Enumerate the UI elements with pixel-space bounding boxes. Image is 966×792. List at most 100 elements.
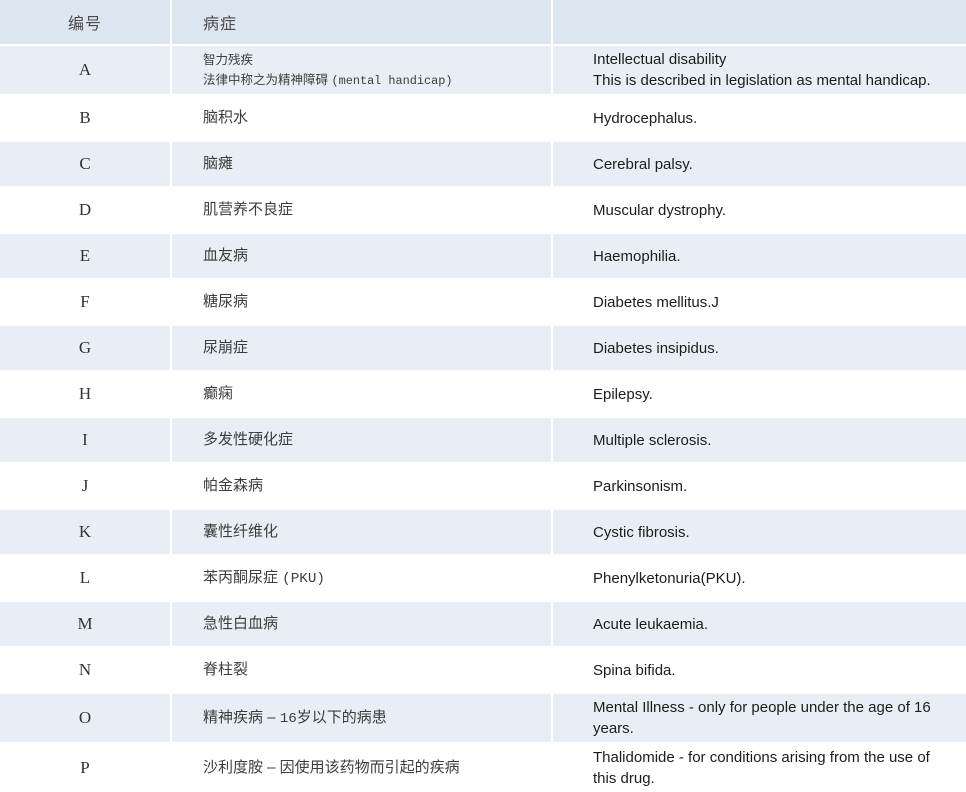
row-description-en-cell: Thalidomide - for conditions arising fro… (553, 744, 966, 792)
row-code: F (80, 292, 90, 311)
row-code: I (82, 430, 88, 449)
row-description-en-cell: Spina bifida. (553, 648, 966, 692)
row-condition-zh-cell: 肌营养不良症 (172, 188, 551, 232)
row-code: E (79, 246, 91, 265)
condition-zh-line: 癫痫 (203, 385, 234, 402)
row-description-en-cell: Acute leukaemia. (553, 602, 966, 646)
row-condition-zh-cell: 沙利度胺 – 因使用该药物而引起的疾病 (172, 744, 551, 792)
row-code: L (79, 568, 91, 587)
description-en-line: Parkinsonism. (593, 477, 688, 495)
description-en-line: Hydrocephalus. (593, 109, 698, 127)
header-cell-code: 编号 (0, 0, 170, 44)
row-code: C (79, 154, 91, 173)
header-cell-condition: 病症 (172, 0, 551, 44)
table-row: G 尿崩症 Diabetes insipidus. (0, 326, 966, 370)
condition-zh-line: 沙利度胺 – 因使用该药物而引起的疾病 (203, 759, 460, 776)
condition-zh-line: 囊性纤维化 (203, 523, 279, 540)
row-condition-zh-cell: 多发性硬化症 (172, 418, 551, 462)
row-code-cell: M (0, 602, 170, 646)
table-row: P 沙利度胺 – 因使用该药物而引起的疾病 Thalidomide - for … (0, 744, 966, 792)
description-en-line: Cerebral palsy. (593, 155, 693, 173)
row-description-en-cell: Intellectual disability This is described… (553, 46, 966, 94)
row-code: K (78, 522, 92, 541)
condition-zh-line: 帕金森病 (203, 477, 264, 494)
row-code-cell: O (0, 694, 170, 742)
row-code-cell: I (0, 418, 170, 462)
row-description-en-cell: Mental Illness - only for people under t… (553, 694, 966, 742)
description-en-line: Spina bifida. (593, 661, 676, 679)
table-row: E 血友病 Haemophilia. (0, 234, 966, 278)
row-description-en-cell: Haemophilia. (553, 234, 966, 278)
condition-zh-line: 尿崩症 (203, 339, 249, 356)
row-condition-zh-cell: 脑瘫 (172, 142, 551, 186)
row-code-cell: B (0, 96, 170, 140)
description-en-line: Intellectual disability (593, 51, 727, 68)
row-condition-zh-cell: 急性白血病 (172, 602, 551, 646)
row-code-cell: H (0, 372, 170, 416)
table-body: A 智力残疾法律中称之为精神障碍 (mental handicap) Intel… (0, 46, 966, 792)
row-description-en-cell: Phenylketonuria(PKU). (553, 556, 966, 600)
row-code-cell: A (0, 46, 170, 94)
description-en-line: Cystic fibrosis. (593, 523, 690, 541)
description-en-line: Epilepsy. (593, 385, 653, 403)
condition-zh-line: 智力残疾 (203, 52, 254, 67)
row-code-cell: L (0, 556, 170, 600)
row-code-cell: K (0, 510, 170, 554)
table-row: O 精神疾病 – 16岁以下的病患 Mental Illness - only … (0, 694, 966, 742)
table-row: B 脑积水 Hydrocephalus. (0, 96, 966, 140)
row-code: M (77, 614, 93, 633)
row-code: D (78, 200, 92, 219)
row-description-en-cell: Multiple sclerosis. (553, 418, 966, 462)
table-row: H 癫痫 Epilepsy. (0, 372, 966, 416)
row-condition-zh-cell: 血友病 (172, 234, 551, 278)
row-code-cell: J (0, 464, 170, 508)
row-code-cell: F (0, 280, 170, 324)
row-condition-zh-cell: 智力残疾法律中称之为精神障碍 (mental handicap) (172, 46, 551, 94)
table-row: F 糖尿病 Diabetes mellitus.J (0, 280, 966, 324)
row-code: B (79, 108, 91, 127)
row-condition-zh-cell: 糖尿病 (172, 280, 551, 324)
table-row: K 囊性纤维化 Cystic fibrosis. (0, 510, 966, 554)
condition-zh-line: 苯丙酮尿症 (PKU) (203, 568, 325, 587)
row-condition-zh-cell: 囊性纤维化 (172, 510, 551, 554)
table-row: A 智力残疾法律中称之为精神障碍 (mental handicap) Intel… (0, 46, 966, 94)
row-condition-zh-cell: 脊柱裂 (172, 648, 551, 692)
row-code: G (78, 338, 92, 357)
row-code-cell: N (0, 648, 170, 692)
table-row: I 多发性硬化症 Multiple sclerosis. (0, 418, 966, 462)
row-condition-zh-cell: 脑积水 (172, 96, 551, 140)
row-code: P (80, 758, 90, 777)
row-code-cell: C (0, 142, 170, 186)
condition-zh-line: 脑积水 (203, 109, 249, 126)
condition-zh-line: 脊柱裂 (203, 661, 249, 678)
table-row: J 帕金森病 Parkinsonism. (0, 464, 966, 508)
row-condition-zh-cell: 帕金森病 (172, 464, 551, 508)
row-description-en-cell: Parkinsonism. (553, 464, 966, 508)
description-en-line: Haemophilia. (593, 247, 681, 265)
description-en-line: Diabetes mellitus.J (593, 293, 719, 311)
description-en-line: Mental Illness - only for people under t… (593, 699, 931, 737)
condition-zh-line: 法律中称之为精神障碍 (mental handicap) (203, 72, 453, 88)
description-en-line: Muscular dystrophy. (593, 201, 727, 219)
row-condition-zh-cell: 癫痫 (172, 372, 551, 416)
description-en-line: Phenylketonuria(PKU). (593, 569, 746, 587)
row-description-en-cell: Epilepsy. (553, 372, 966, 416)
row-code: H (78, 384, 92, 403)
row-description-en-cell: Diabetes insipidus. (553, 326, 966, 370)
table-header-row: 编号 病症 (0, 0, 966, 44)
description-en-line: Thalidomide - for conditions arising fro… (593, 749, 930, 787)
condition-zh-line: 多发性硬化症 (203, 431, 294, 448)
row-code-cell: E (0, 234, 170, 278)
row-code: O (78, 708, 92, 727)
condition-zh-line: 糖尿病 (203, 293, 249, 310)
description-en-line: Multiple sclerosis. (593, 431, 712, 449)
description-en-line: This is described in legislation as ment… (593, 72, 931, 89)
row-condition-zh-cell: 精神疾病 – 16岁以下的病患 (172, 694, 551, 742)
condition-zh-line: 急性白血病 (203, 615, 279, 632)
row-description-en-cell: Cerebral palsy. (553, 142, 966, 186)
row-code-cell: G (0, 326, 170, 370)
row-description-en-cell: Muscular dystrophy. (553, 188, 966, 232)
condition-zh-line: 脑瘫 (203, 155, 234, 172)
condition-zh-line: 精神疾病 – 16岁以下的病患 (203, 708, 387, 727)
